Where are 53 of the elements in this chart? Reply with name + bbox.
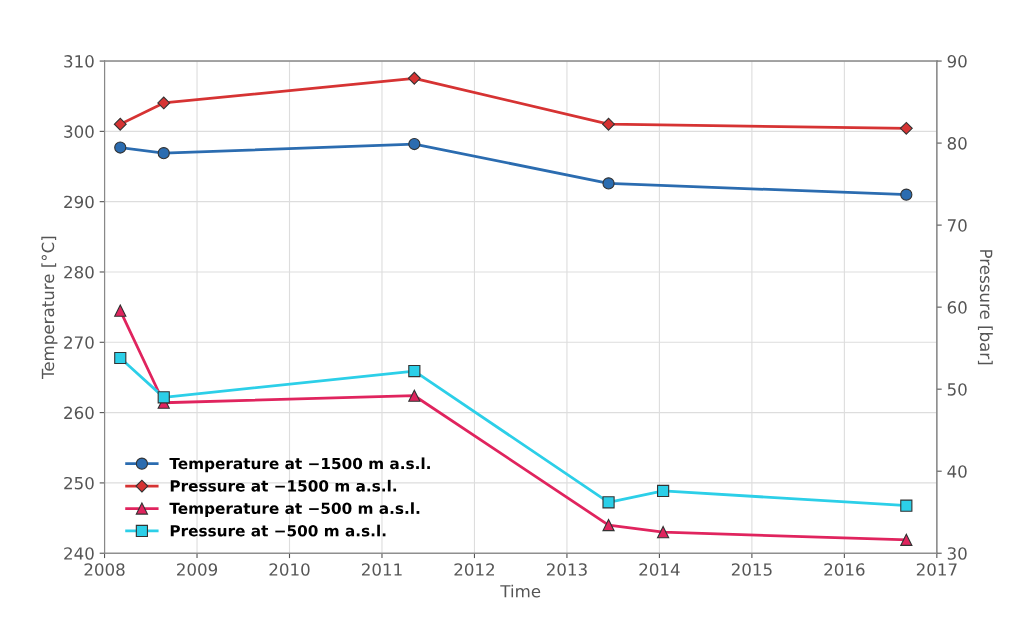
x-tick-label: 2011 (361, 563, 402, 576)
legend-label: Temperature at −1500 m a.s.l. (169, 457, 430, 473)
point (602, 177, 615, 190)
point (657, 484, 670, 497)
y-tick-label: 250 (64, 476, 94, 490)
x-tick-label: 2016 (824, 563, 865, 576)
point (114, 141, 127, 154)
point (900, 188, 913, 201)
y2-tick-label: 90 (947, 55, 967, 68)
y2-tick-label: 40 (947, 465, 967, 478)
x-tick-label: 2014 (639, 563, 680, 576)
y-tick-label: 290 (64, 195, 94, 209)
y-tick-label: 300 (64, 125, 94, 138)
y-tick-label: 310 (64, 55, 94, 68)
y2-tick-label: 70 (947, 219, 967, 232)
x-tick-label: 2012 (454, 563, 494, 576)
y2-tick-label: 50 (947, 383, 967, 396)
x-tick-label: 2009 (177, 563, 218, 576)
point (408, 137, 421, 151)
x-tick-label: 2010 (269, 563, 310, 576)
y-axis-title: Temperature [°C] (41, 236, 58, 380)
point (657, 526, 670, 539)
y-tick-label: 260 (64, 406, 94, 420)
legend-label: Temperature at −500 m a.s.l. (169, 502, 420, 518)
point (900, 533, 913, 546)
x-tick-label: 2008 (84, 563, 125, 576)
point (157, 147, 170, 160)
legend-label: Pressure at −500 m a.s.l. (170, 524, 386, 537)
y2-tick-label: 30 (947, 547, 967, 560)
y2-tick-label: 80 (947, 137, 967, 150)
y-tick-label: 240 (64, 547, 94, 560)
y-tick-label: 280 (64, 265, 94, 279)
x-tick-label: 2015 (731, 563, 772, 576)
point (899, 121, 913, 135)
point (157, 96, 171, 110)
point (114, 304, 127, 317)
point (113, 117, 127, 131)
point (408, 365, 421, 378)
point (408, 389, 421, 402)
point (602, 518, 615, 532)
x-tick-label: 2013 (546, 563, 587, 576)
y2-tick-label: 60 (947, 301, 967, 314)
legend-label: Pressure at −1500 m a.s.l. (170, 479, 397, 492)
point (900, 499, 913, 512)
point (157, 391, 170, 404)
x-tick-label: 2017 (916, 563, 957, 576)
point (602, 117, 615, 131)
point (114, 351, 127, 365)
y-tick-label: 270 (64, 336, 94, 349)
y2-axis-title: Pressure [bar] (977, 250, 993, 365)
point (602, 496, 615, 509)
x-axis-title: Time (500, 584, 541, 598)
point (407, 71, 421, 85)
